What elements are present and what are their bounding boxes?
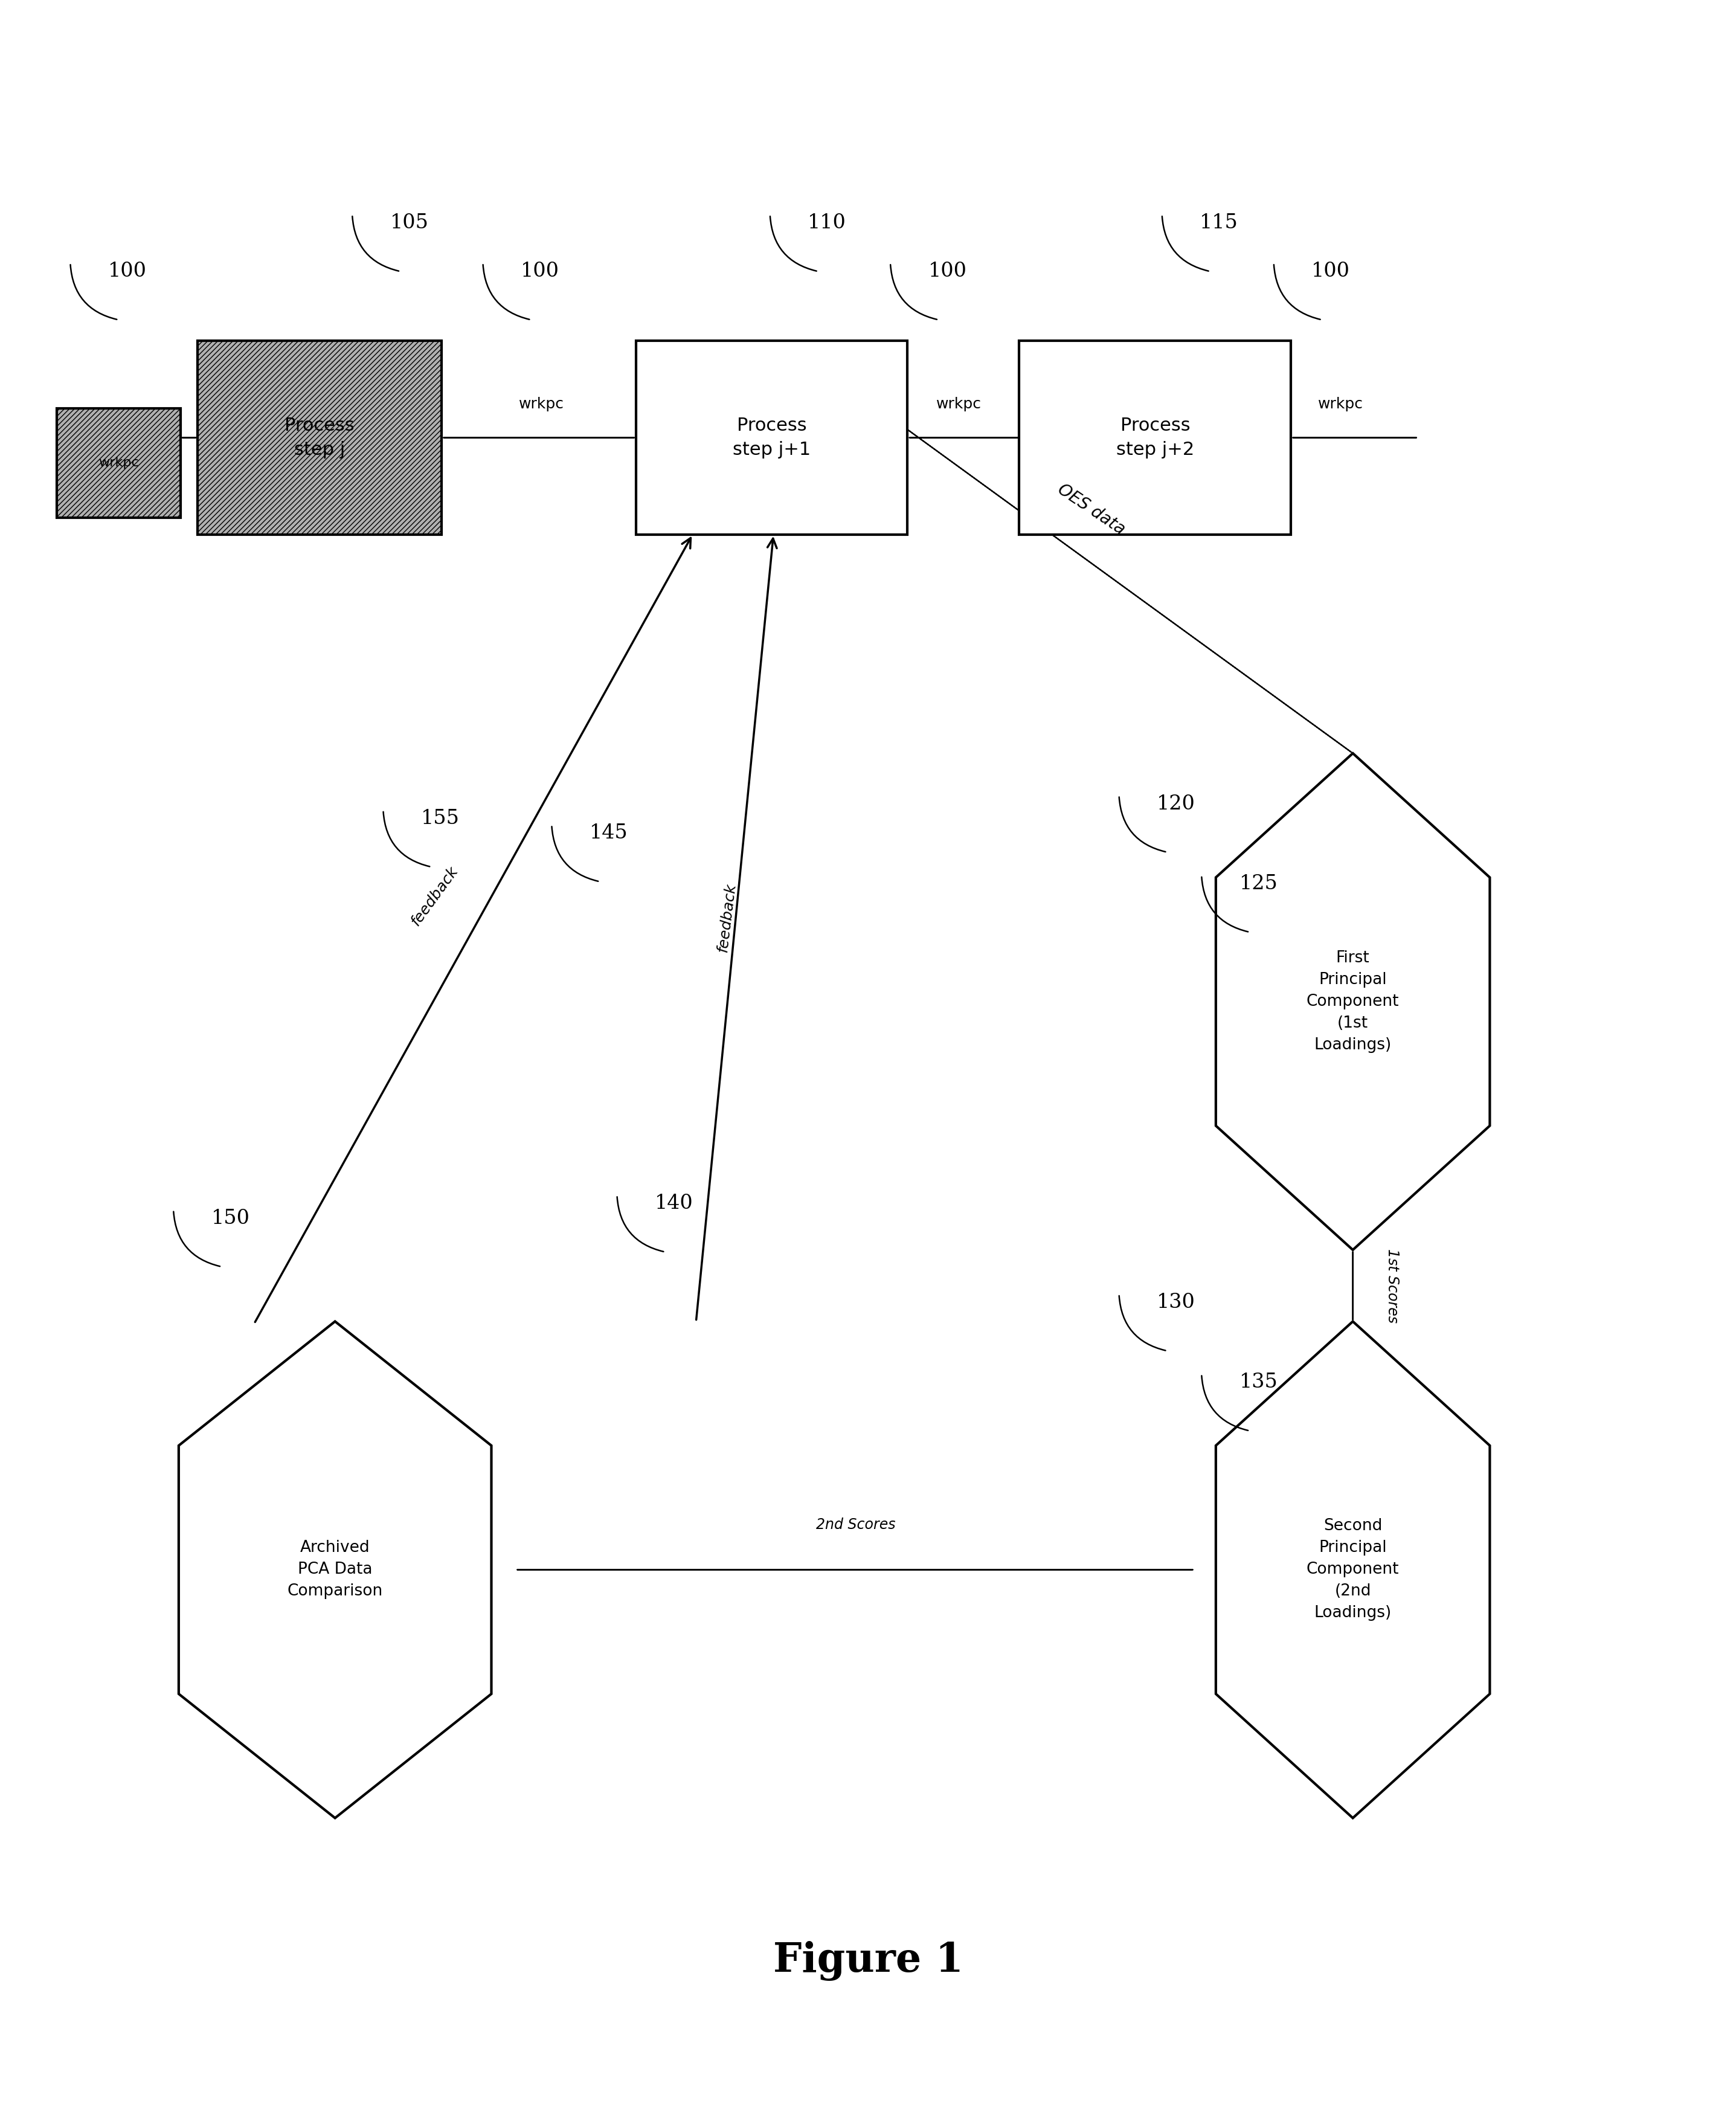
FancyBboxPatch shape xyxy=(1019,341,1292,534)
Text: 135: 135 xyxy=(1240,1372,1278,1391)
Text: wrkpc: wrkpc xyxy=(519,397,564,411)
Text: wrkpc: wrkpc xyxy=(1318,397,1363,411)
Text: 110: 110 xyxy=(807,214,847,233)
Text: feedback: feedback xyxy=(408,863,462,929)
Text: 100: 100 xyxy=(929,261,967,282)
Text: Process
step j+1: Process step j+1 xyxy=(733,416,811,458)
Text: Process
step j: Process step j xyxy=(285,416,354,458)
Text: 2nd Scores: 2nd Scores xyxy=(816,1517,896,1531)
Text: Figure 1: Figure 1 xyxy=(773,1941,963,1981)
Text: Archived
PCA Data
Comparison: Archived PCA Data Comparison xyxy=(286,1540,384,1599)
Text: 120: 120 xyxy=(1156,793,1196,814)
Text: 100: 100 xyxy=(108,261,148,282)
Text: wrkpc: wrkpc xyxy=(99,456,139,469)
Text: 155: 155 xyxy=(422,808,460,827)
Text: Process
step j+2: Process step j+2 xyxy=(1116,416,1194,458)
Text: 145: 145 xyxy=(590,823,628,842)
FancyBboxPatch shape xyxy=(198,341,441,534)
Polygon shape xyxy=(179,1321,491,1818)
Text: 1st Scores: 1st Scores xyxy=(1385,1249,1399,1324)
Text: 150: 150 xyxy=(212,1209,250,1228)
Text: 125: 125 xyxy=(1240,874,1278,893)
Text: 100: 100 xyxy=(1312,261,1351,282)
Text: wrkpc: wrkpc xyxy=(936,397,983,411)
Text: First
Principal
Component
(1st
Loadings): First Principal Component (1st Loadings) xyxy=(1307,950,1399,1052)
FancyBboxPatch shape xyxy=(57,407,181,518)
Text: Second
Principal
Component
(2nd
Loadings): Second Principal Component (2nd Loadings… xyxy=(1307,1519,1399,1620)
Polygon shape xyxy=(1215,753,1489,1249)
Text: 140: 140 xyxy=(654,1194,693,1213)
FancyBboxPatch shape xyxy=(635,341,908,534)
Text: feedback: feedback xyxy=(715,882,738,952)
FancyArrowPatch shape xyxy=(786,341,1351,753)
Polygon shape xyxy=(1215,1321,1489,1818)
Text: 130: 130 xyxy=(1156,1294,1196,1313)
Text: 105: 105 xyxy=(391,214,429,233)
Text: OES data: OES data xyxy=(1055,481,1128,539)
Text: 115: 115 xyxy=(1200,214,1238,233)
Text: 100: 100 xyxy=(521,261,559,282)
